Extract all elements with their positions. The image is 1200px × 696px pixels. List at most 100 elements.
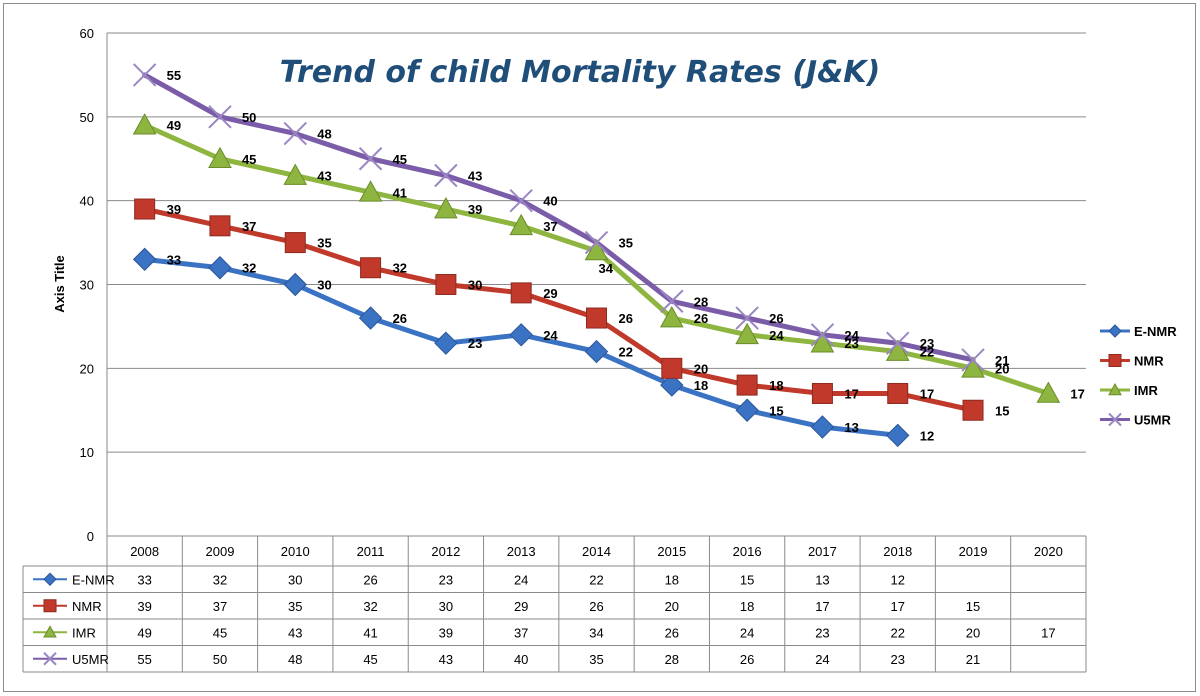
data-label-IMR-2011: 41 [393, 185, 407, 200]
category-label-2020: 2020 [1034, 544, 1063, 559]
data-point-NMR-2011 [360, 257, 382, 279]
category-label-2014: 2014 [582, 544, 611, 559]
data-label-E-NMR-2014: 22 [619, 345, 633, 360]
table-cell-U5MR-2012: 43 [439, 652, 453, 667]
legend-marker-E-NMR [1108, 324, 1122, 338]
category-label-2018: 2018 [883, 544, 912, 559]
table-cell-NMR-2009: 37 [213, 599, 227, 614]
category-label-2016: 2016 [733, 544, 762, 559]
data-label-U5MR-2017: 24 [844, 328, 859, 343]
data-label-E-NMR-2017: 13 [844, 420, 858, 435]
data-label-E-NMR-2010: 30 [317, 278, 331, 293]
data-point-IMR-2009 [208, 146, 232, 169]
table-cell-E-NMR-2012: 23 [439, 572, 453, 587]
data-label-E-NMR-2018: 12 [920, 428, 934, 443]
table-cell-U5MR-2017: 24 [815, 652, 829, 667]
data-label-IMR-2020: 17 [1070, 386, 1084, 401]
table-cell-IMR-2017: 23 [815, 625, 829, 640]
data-point-U5MR-2008 [132, 63, 157, 87]
table-cell-E-NMR-2011: 26 [363, 572, 377, 587]
table-cell-NMR-2008: 39 [137, 599, 151, 614]
table-row-label-NMR: NMR [72, 599, 102, 614]
table-cell-IMR-2010: 43 [288, 625, 302, 640]
data-point-U5MR-2011 [358, 147, 383, 171]
data-label-E-NMR-2015: 18 [694, 378, 708, 393]
legend-label-E-NMR: E-NMR [1134, 324, 1177, 339]
data-point-E-NMR-2011 [358, 306, 383, 330]
table-cell-E-NMR-2015: 18 [665, 572, 679, 587]
data-label-U5MR-2010: 48 [317, 127, 331, 142]
y-tick-label-60: 60 [80, 26, 94, 41]
series-line-U5MR [142, 72, 976, 363]
table-key-marker-IMR [43, 625, 57, 638]
data-point-U5MR-2012 [434, 163, 458, 188]
data-point-NMR-2010 [284, 232, 306, 254]
legend-label-NMR: NMR [1134, 354, 1164, 369]
data-label-NMR-2013: 29 [543, 286, 557, 301]
data-point-E-NMR-2017 [810, 415, 835, 439]
data-label-E-NMR-2013: 24 [543, 328, 558, 343]
y-tick-label-10: 10 [80, 445, 94, 460]
data-point-U5MR-2016 [735, 306, 759, 330]
data-label-IMR-2014: 34 [599, 261, 614, 276]
data-label-NMR-2009: 37 [242, 219, 256, 234]
data-point-E-NMR-2018 [886, 423, 910, 448]
data-point-IMR-2008 [132, 113, 157, 135]
table-cell-U5MR-2015: 28 [665, 652, 679, 667]
data-point-IMR-2019 [961, 356, 985, 378]
data-label-IMR-2016: 24 [769, 328, 784, 343]
table-key-marker-U5MR [43, 652, 57, 666]
data-label-E-NMR-2011: 26 [393, 311, 407, 326]
table-cell-E-NMR-2010: 30 [288, 572, 302, 587]
data-label-U5MR-2009: 50 [242, 110, 256, 125]
legend-label-IMR: IMR [1134, 383, 1158, 398]
data-point-IMR-2020 [1036, 381, 1061, 403]
data-point-E-NMR-2014 [584, 339, 609, 364]
data-point-IMR-2012 [434, 197, 458, 219]
table-cell-E-NMR-2017: 13 [815, 572, 829, 587]
data-point-U5MR-2013 [509, 188, 533, 213]
data-point-NMR-2015 [661, 357, 683, 379]
data-point-IMR-2014 [584, 238, 609, 261]
data-point-E-NMR-2015 [660, 373, 684, 397]
data-label-U5MR-2016: 26 [769, 311, 783, 326]
data-label-U5MR-2011: 45 [393, 152, 407, 167]
data-label-NMR-2019: 15 [995, 403, 1009, 418]
table-cell-U5MR-2016: 26 [740, 652, 754, 667]
y-tick-label-30: 30 [80, 278, 94, 293]
data-label-IMR-2015: 26 [694, 311, 708, 326]
data-label-E-NMR-2012: 23 [468, 336, 482, 351]
data-label-IMR-2017: 23 [844, 336, 858, 351]
data-label-IMR-2013: 37 [543, 219, 557, 234]
data-point-NMR-2008 [134, 198, 156, 220]
data-label-E-NMR-2009: 32 [242, 261, 256, 276]
data-point-IMR-2015 [659, 306, 684, 328]
category-label-2013: 2013 [507, 544, 536, 559]
table-cell-U5MR-2011: 45 [363, 652, 377, 667]
data-label-U5MR-2019: 21 [995, 353, 1009, 368]
data-label-NMR-2008: 39 [167, 202, 181, 217]
data-point-IMR-2016 [735, 322, 759, 345]
table-cell-IMR-2012: 39 [439, 625, 453, 640]
data-label-IMR-2008: 49 [167, 118, 181, 133]
category-label-2009: 2009 [206, 544, 235, 559]
data-label-NMR-2014: 26 [619, 311, 633, 326]
data-label-NMR-2012: 30 [468, 278, 482, 293]
data-label-U5MR-2008: 55 [167, 68, 181, 83]
table-cell-U5MR-2010: 48 [288, 652, 302, 667]
table-cell-NMR-2018: 17 [890, 599, 904, 614]
table-cell-IMR-2020: 17 [1041, 625, 1055, 640]
table-cell-U5MR-2018: 23 [890, 652, 904, 667]
category-label-2017: 2017 [808, 544, 837, 559]
table-cell-NMR-2015: 20 [665, 599, 679, 614]
table-cell-NMR-2010: 35 [288, 599, 302, 614]
data-point-IMR-2017 [810, 331, 835, 353]
data-label-IMR-2019: 20 [995, 361, 1009, 376]
table-cell-NMR-2011: 32 [363, 599, 377, 614]
data-point-U5MR-2009 [208, 105, 232, 129]
category-label-2015: 2015 [657, 544, 686, 559]
data-point-NMR-2017 [811, 382, 833, 404]
data-point-NMR-2016 [736, 374, 758, 396]
category-label-2019: 2019 [959, 544, 988, 559]
